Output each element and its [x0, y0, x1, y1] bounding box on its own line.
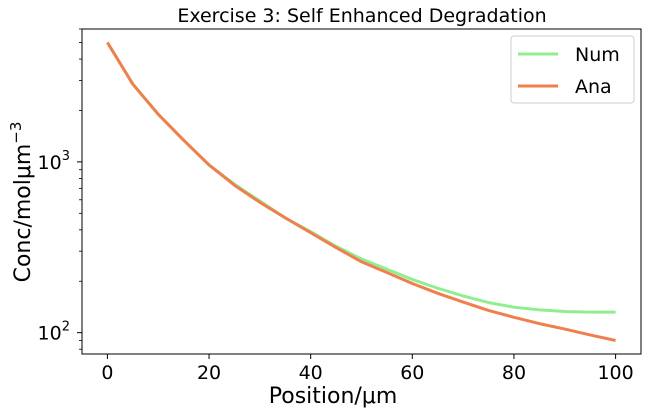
x-axis-label: Position/μm	[269, 384, 398, 409]
y-axis: 102 103	[38, 28, 82, 350]
legend: Num Ana	[510, 35, 635, 104]
x-tick-label: 80	[502, 362, 526, 384]
x-tick-label: 60	[400, 362, 424, 384]
x-tick-label: 20	[197, 362, 221, 384]
y-tick-label: 102	[38, 320, 70, 345]
y-axis-label-text: Conc/molμm	[11, 144, 36, 283]
legend-label-ana: Ana	[575, 76, 612, 98]
x-tick-label: 40	[299, 362, 323, 384]
x-tick-label: 100	[597, 362, 633, 384]
y-tick-label: 103	[38, 149, 70, 174]
legend-label-num: Num	[575, 44, 620, 66]
chart-title: Exercise 3: Self Enhanced Degradation	[177, 5, 546, 27]
y-axis-label: Conc/molμm−3	[7, 122, 36, 283]
x-tick-label: 0	[101, 362, 113, 384]
y-axis-label-exponent: −3	[7, 122, 25, 144]
x-axis: 0 20 40 60 80 100	[101, 354, 634, 384]
plot-area	[81, 28, 642, 355]
series-line-ana	[106, 41, 616, 342]
plot-frame	[81, 28, 642, 355]
